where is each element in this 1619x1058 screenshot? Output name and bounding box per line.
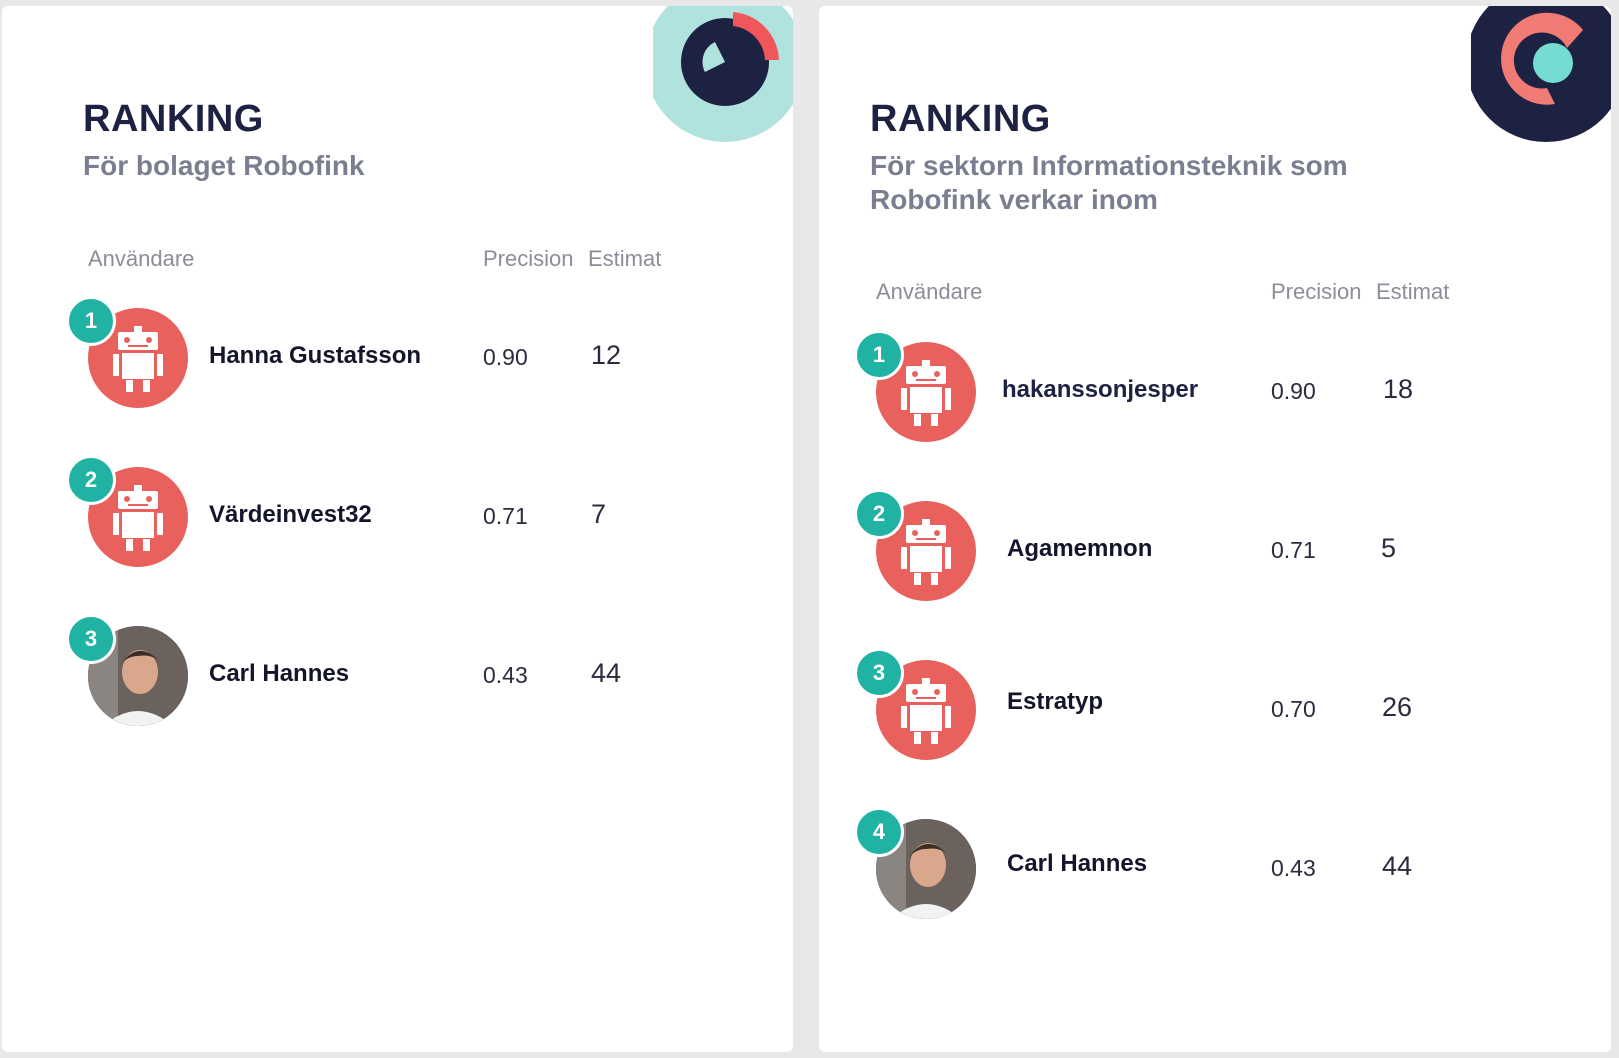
column-header-precision: Precision bbox=[1271, 279, 1362, 304]
ranking-row[interactable]: 2 Agamemnon 0.71 5 bbox=[819, 489, 1611, 601]
column-header-user: Användare bbox=[876, 279, 983, 304]
estimate-value: 5 bbox=[1381, 533, 1397, 563]
precision-value: 0.43 bbox=[483, 662, 528, 688]
estimate-value: 12 bbox=[591, 340, 622, 370]
user-name[interactable]: Carl Hannes bbox=[209, 660, 350, 687]
column-header-user: Användare bbox=[88, 246, 195, 271]
estimate-value: 18 bbox=[1383, 374, 1414, 404]
ranking-card-company: RANKING För bolaget Robofink Användare P… bbox=[2, 6, 793, 1052]
precision-value: 0.90 bbox=[1271, 378, 1316, 404]
precision-value: 0.71 bbox=[483, 503, 528, 529]
ranking-row[interactable]: 3 Carl Hannes 0.43 44 bbox=[2, 614, 793, 726]
page-title: RANKING bbox=[870, 98, 1051, 140]
column-header-estimate: Estimat bbox=[588, 246, 662, 271]
rank-badge: 1 bbox=[854, 330, 904, 380]
column-header-precision: Precision bbox=[483, 246, 574, 271]
rank-badge: 1 bbox=[66, 296, 116, 346]
ranking-chart-icon bbox=[1471, 6, 1611, 142]
rank-badge: 2 bbox=[66, 455, 116, 505]
precision-value: 0.71 bbox=[1271, 537, 1316, 563]
estimate-value: 44 bbox=[591, 658, 622, 688]
precision-value: 0.70 bbox=[1271, 696, 1316, 722]
ranking-row[interactable]: 2 Värdeinvest32 0.71 7 bbox=[2, 455, 793, 567]
estimate-value: 44 bbox=[1382, 851, 1413, 881]
page-subtitle: För bolaget Robofink bbox=[83, 150, 365, 181]
ranking-row[interactable]: 1 hakanssonjesper 0.90 18 bbox=[819, 330, 1611, 442]
ranking-row[interactable]: 3 Estratyp 0.70 26 bbox=[819, 648, 1611, 760]
rank-badge: 4 bbox=[854, 807, 904, 857]
user-name[interactable]: Hanna Gustafsson bbox=[209, 342, 422, 369]
precision-value: 0.43 bbox=[1271, 855, 1316, 881]
rank-badge: 3 bbox=[854, 648, 904, 698]
user-name[interactable]: Agamemnon bbox=[1007, 535, 1153, 562]
robot-icon bbox=[88, 308, 188, 408]
page-subtitle: För sektorn Informationsteknik som Robof… bbox=[870, 150, 1348, 215]
page-title: RANKING bbox=[83, 98, 264, 140]
column-header-estimate: Estimat bbox=[1376, 279, 1450, 304]
user-name[interactable]: hakanssonjesper bbox=[1002, 376, 1199, 403]
precision-value: 0.90 bbox=[483, 344, 528, 370]
user-name[interactable]: Carl Hannes bbox=[1007, 850, 1148, 877]
user-name[interactable]: Estratyp bbox=[1007, 688, 1104, 715]
ranking-row[interactable]: 4 Carl Hannes 0.43 44 bbox=[819, 807, 1611, 919]
rank-badge: 2 bbox=[854, 489, 904, 539]
estimate-value: 26 bbox=[1382, 692, 1413, 722]
rank-badge: 3 bbox=[66, 614, 116, 664]
ranking-row[interactable]: 1 Hanna Gustafsson 0.90 12 bbox=[2, 296, 793, 408]
ranking-card-sector: RANKING För sektorn Informationsteknik s… bbox=[819, 6, 1611, 1052]
estimate-value: 7 bbox=[591, 499, 607, 529]
ranking-chart-icon bbox=[653, 6, 793, 142]
user-name[interactable]: Värdeinvest32 bbox=[209, 501, 372, 528]
